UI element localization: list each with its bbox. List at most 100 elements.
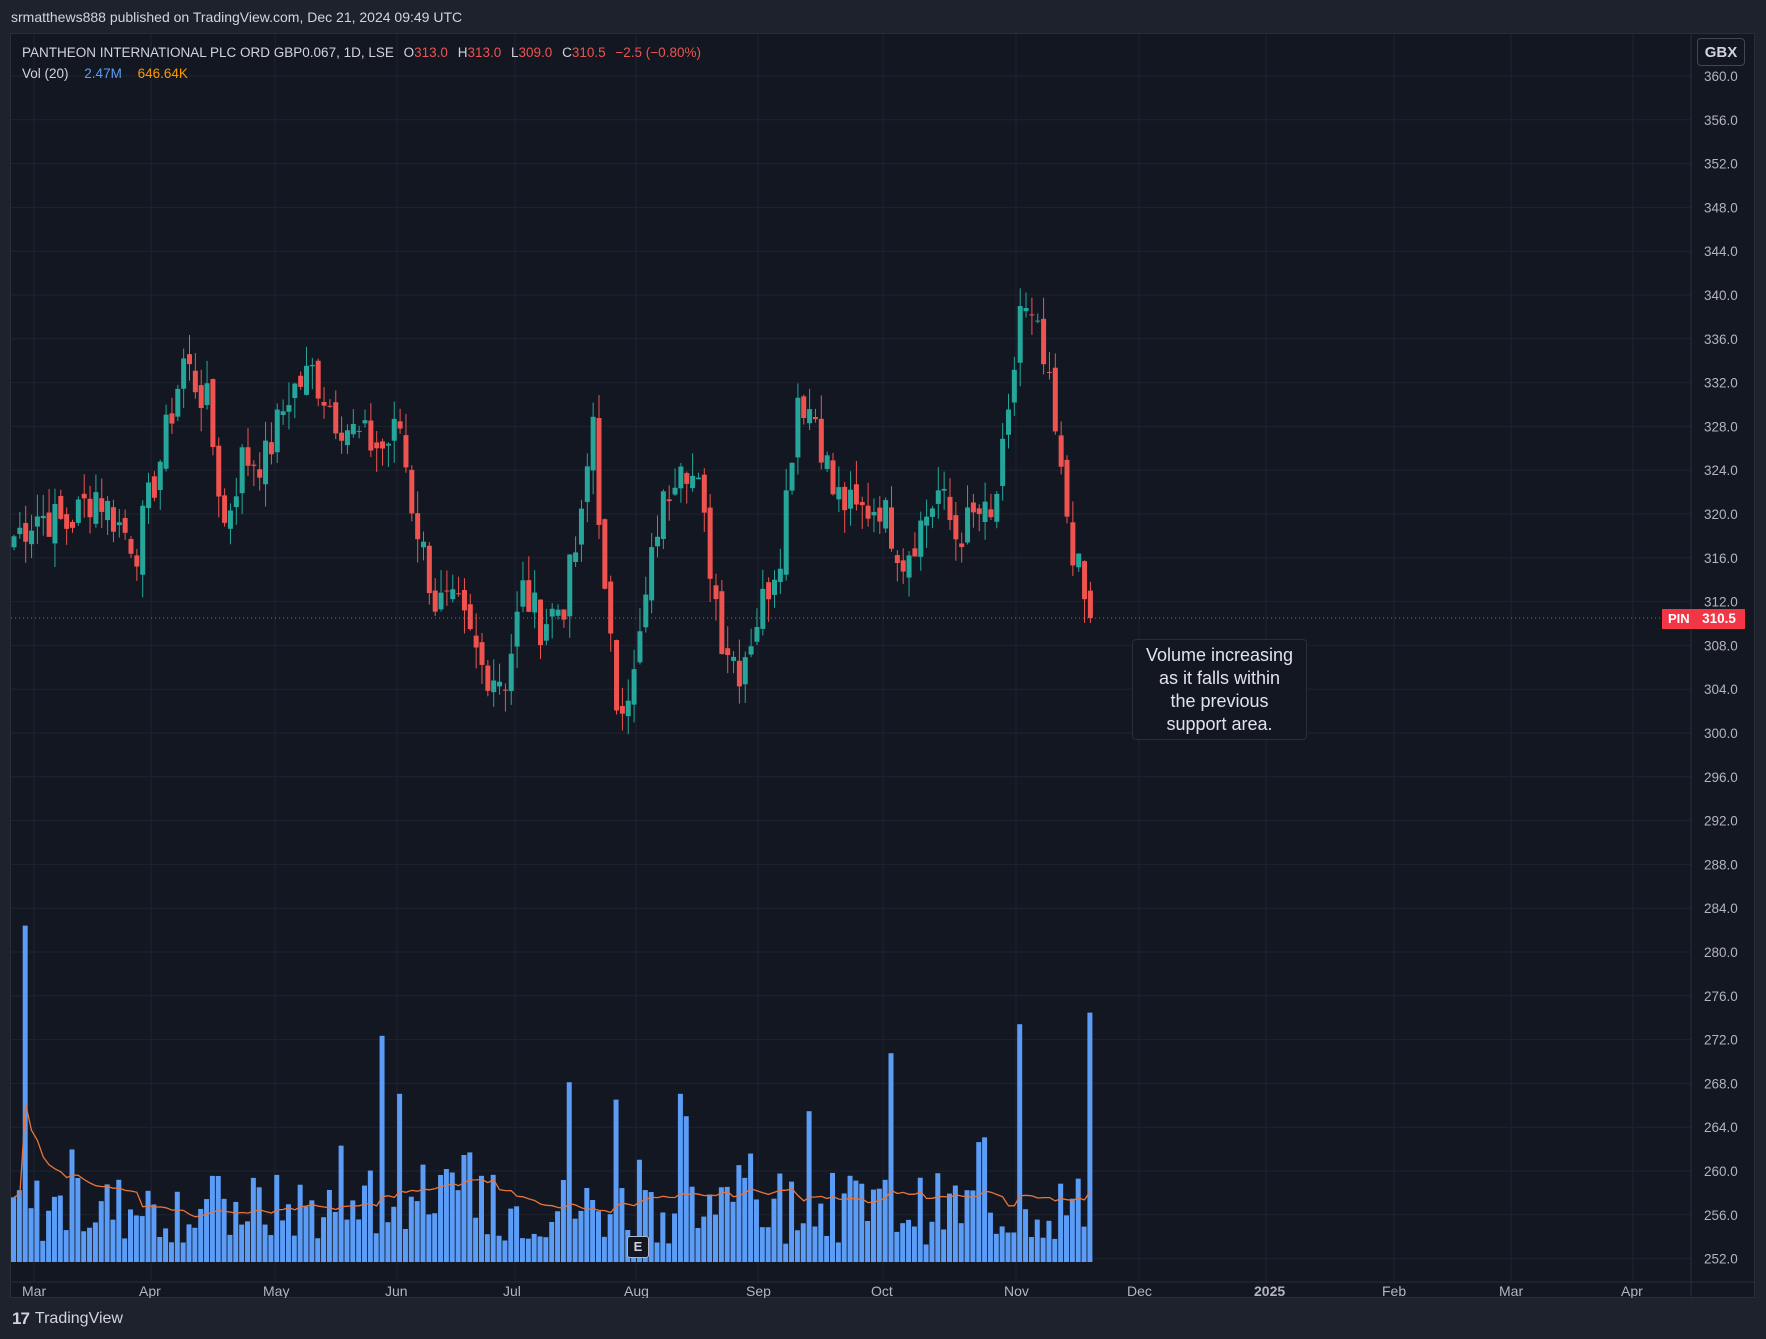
volume-bar bbox=[1058, 1183, 1064, 1262]
volume-bar bbox=[397, 1093, 403, 1262]
candle-down bbox=[339, 432, 345, 441]
volume-bar bbox=[619, 1188, 625, 1262]
volume-bar bbox=[233, 1201, 239, 1262]
volume-bar bbox=[139, 1216, 145, 1262]
candle-down bbox=[830, 460, 836, 495]
y-tick-label: 320.0 bbox=[1704, 507, 1738, 522]
candle-up bbox=[29, 530, 35, 545]
candle-down bbox=[58, 496, 64, 519]
x-tick-label: Jun bbox=[385, 1283, 408, 1299]
volume-bar bbox=[888, 1053, 894, 1262]
x-tick-label: Sep bbox=[746, 1283, 771, 1299]
volume-bar bbox=[321, 1217, 327, 1262]
y-tick-label: 324.0 bbox=[1704, 463, 1738, 478]
volume-indicator-label[interactable]: Vol (20) bbox=[22, 66, 69, 81]
y-tick-label: 296.0 bbox=[1704, 770, 1738, 785]
candle-down bbox=[315, 360, 321, 399]
y-tick-label: 336.0 bbox=[1704, 332, 1738, 347]
tradingview-logo[interactable]: 17 TradingView bbox=[12, 1308, 123, 1330]
candle-up bbox=[304, 365, 309, 395]
candle-up bbox=[508, 653, 514, 692]
x-tick-label: Oct bbox=[871, 1283, 893, 1299]
volume-bar bbox=[157, 1236, 163, 1262]
y-tick-label: 356.0 bbox=[1704, 113, 1738, 128]
candle-down bbox=[684, 473, 690, 484]
symbol-description[interactable]: PANTHEON INTERNATIONAL PLC ORD GBP0.067,… bbox=[22, 45, 394, 60]
candle-up bbox=[965, 507, 971, 543]
volume-bar bbox=[613, 1099, 619, 1262]
volume-bar bbox=[461, 1155, 467, 1262]
volume-bar bbox=[549, 1221, 555, 1262]
y-tick-label: 352.0 bbox=[1704, 157, 1738, 172]
annotation-note[interactable]: Volume increasing as it falls within the… bbox=[1132, 639, 1307, 740]
currency-button[interactable]: GBX bbox=[1697, 38, 1745, 66]
candle-up bbox=[11, 536, 17, 548]
volume-bar bbox=[560, 1180, 566, 1262]
x-tick-label: 2025 bbox=[1254, 1283, 1285, 1299]
candle-down bbox=[1041, 318, 1047, 365]
candle-up bbox=[385, 443, 391, 446]
volume-ma-line bbox=[13, 1104, 1091, 1218]
last-price-value-tag: 310.5 bbox=[1693, 609, 1745, 629]
volume-bar bbox=[174, 1191, 180, 1262]
candle-up bbox=[52, 503, 58, 544]
candle-down bbox=[222, 495, 228, 523]
high-value: 313.0 bbox=[467, 45, 502, 60]
candle-up bbox=[772, 579, 777, 595]
volume-bar bbox=[806, 1111, 812, 1262]
candle-up bbox=[1076, 553, 1082, 568]
volume-bar bbox=[1064, 1215, 1069, 1262]
candle-up bbox=[637, 631, 643, 663]
y-tick-label: 304.0 bbox=[1704, 682, 1738, 697]
open-value: 313.0 bbox=[414, 45, 448, 60]
candle-up bbox=[350, 423, 356, 435]
x-tick-label: Mar bbox=[22, 1283, 46, 1299]
published-by-text: srmatthews888 published on TradingView.c… bbox=[11, 9, 463, 25]
volume-bar bbox=[1075, 1178, 1081, 1262]
candle-down bbox=[415, 513, 421, 540]
volume-bar bbox=[438, 1174, 444, 1262]
volume-bar bbox=[309, 1200, 315, 1262]
volume-bar bbox=[882, 1179, 888, 1262]
volume-bar bbox=[122, 1238, 128, 1262]
candle-down bbox=[321, 401, 327, 406]
candle-down bbox=[725, 648, 731, 656]
candle-down bbox=[268, 442, 274, 455]
candle-up bbox=[514, 611, 520, 647]
candle-up bbox=[1017, 306, 1023, 363]
y-tick-label: 264.0 bbox=[1704, 1120, 1738, 1135]
y-tick-label: 344.0 bbox=[1704, 244, 1738, 259]
volume-bar bbox=[46, 1210, 52, 1262]
volume-bar bbox=[221, 1198, 227, 1262]
candle-down bbox=[409, 469, 415, 514]
y-tick-label: 272.0 bbox=[1704, 1033, 1738, 1048]
candle-down bbox=[988, 509, 994, 518]
candle-up bbox=[836, 487, 842, 500]
volume-bar bbox=[572, 1218, 578, 1262]
volume-bar bbox=[128, 1209, 133, 1262]
volume-bar bbox=[543, 1237, 549, 1262]
candle-down bbox=[976, 508, 982, 515]
candle-up bbox=[181, 358, 187, 389]
tradingview-logo-icon: 17 bbox=[12, 1309, 30, 1328]
candle-up bbox=[1023, 308, 1029, 312]
volume-bar bbox=[718, 1187, 724, 1262]
y-tick-label: 316.0 bbox=[1704, 551, 1738, 566]
x-tick-label: Aug bbox=[624, 1283, 649, 1299]
candle-down bbox=[169, 413, 175, 424]
candle-up bbox=[643, 594, 649, 628]
candle-up bbox=[491, 680, 497, 693]
candle-down bbox=[947, 496, 953, 521]
candle-down bbox=[46, 512, 52, 537]
candle-down bbox=[251, 464, 257, 466]
candle-up bbox=[924, 516, 930, 526]
volume-bar bbox=[713, 1214, 718, 1262]
candle-down bbox=[298, 375, 304, 387]
volume-bar bbox=[297, 1184, 303, 1262]
volume-bar bbox=[303, 1206, 309, 1262]
earnings-event-badge[interactable]: E bbox=[627, 1236, 649, 1258]
volume-bar bbox=[75, 1177, 81, 1262]
volume-bar bbox=[590, 1199, 596, 1262]
candle-down bbox=[245, 447, 251, 466]
